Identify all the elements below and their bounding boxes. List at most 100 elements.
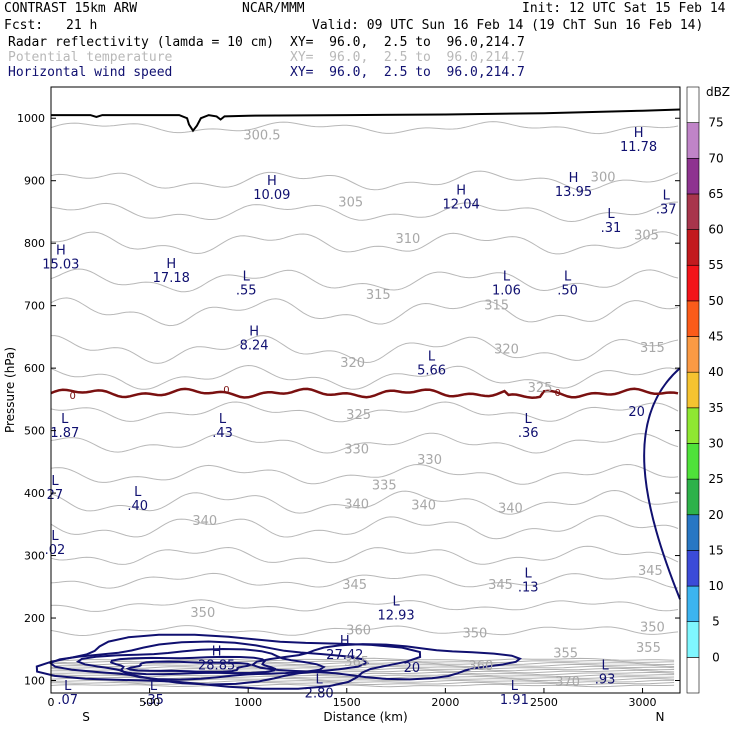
wind-extremum-value: 12.04 [443, 197, 480, 212]
fcst-label: Fcst: [4, 18, 44, 33]
theta-isentrope [50, 625, 679, 637]
wind-extremum-value: 10.09 [253, 188, 290, 203]
y-tick-label: 900 [24, 175, 45, 188]
wind-extremum-type: H [456, 183, 466, 198]
theta-contour-label: 360 [346, 624, 371, 639]
wind-extremum-value: .02 [45, 543, 66, 558]
theta-contour-label: 345 [638, 564, 663, 579]
theta-isentrope [50, 572, 679, 589]
wind-extremum-type: H [340, 634, 350, 649]
wind-extremum-value: .13 [518, 580, 539, 595]
theta-isentrope [50, 201, 678, 223]
colorbar-level-label: 75 [708, 116, 723, 130]
y-tick-label: 500 [24, 425, 45, 438]
wind-extremum-type: H [249, 325, 259, 340]
wind-extremum-type: L [150, 679, 158, 694]
wind-extremum-type: L [51, 529, 59, 544]
wind-extremum-type: L [392, 595, 400, 610]
wind-extremum-value: 28.85 [198, 659, 235, 674]
theta-isentrope [50, 121, 679, 135]
field-name-reflectivity: Radar reflectivity (lamda = 10 cm) [8, 35, 275, 50]
x-tick-label: 1500 [333, 696, 361, 709]
wind-contour-label: 0 [70, 391, 76, 402]
colorbar-level-label: 20 [708, 508, 723, 522]
wind-extremum-value: 17.18 [153, 271, 190, 286]
plot-frame [50, 86, 681, 694]
theta-contour-layer [50, 121, 679, 688]
colorbar-level-label: 65 [708, 187, 723, 201]
colorbar-level-label: 25 [708, 472, 723, 486]
north-label: N [656, 710, 665, 724]
colorbar-swatch [686, 264, 700, 302]
wind-extremum-value: .31 [601, 221, 622, 236]
theta-isentrope-upper [51, 681, 675, 686]
y-tick-label: 700 [24, 300, 45, 313]
wind-contour-label: 20 [404, 661, 421, 676]
theta-isentrope-upper [50, 679, 675, 684]
wind-contour-label: 20 [628, 405, 645, 420]
init-time: Init: 12 UTC Sat 15 Feb 14 [522, 1, 726, 16]
colorbar-swatch [686, 585, 700, 623]
colorbar: 0 5 10 15 20 25 30 35 40 45 50 55 60 65 70 75 dBZ [686, 85, 730, 694]
wind-extremum-type: L [525, 412, 533, 427]
colorbar-swatch [686, 86, 700, 123]
wind-extremum-type: L [51, 474, 59, 489]
theta-isentrope-upper [50, 661, 675, 666]
wind-extremum-value: .35 [143, 693, 164, 708]
terrain-layer [51, 108, 681, 133]
wind-extremum-type: L [564, 270, 572, 285]
colorbar-swatch [686, 157, 700, 195]
x-axis-label: Distance (km) [323, 710, 407, 724]
colorbar-swatch [686, 657, 700, 694]
wind-extremum-value: .93 [595, 672, 616, 687]
theta-contour-label: 325 [528, 381, 553, 396]
colorbar-swatch [686, 229, 700, 266]
wind-extremum-value: 27 [47, 488, 64, 503]
wind-extremum-value: 1.91 [500, 693, 529, 708]
colorbar-unit: dBZ [706, 85, 730, 99]
y-axis-label: Pressure (hPa) [3, 347, 17, 433]
wind-extremum-type: H [569, 171, 579, 186]
y-tick-label: 100 [24, 675, 45, 688]
colorbar-swatch [686, 478, 700, 516]
wind-extremum-type: L [503, 270, 511, 285]
colorbar-swatch [686, 371, 700, 409]
wind-extremum-type: L [316, 673, 324, 688]
field-xy-theta: XY= 96.0, 2.5 to 96.0,214.7 [290, 50, 525, 65]
wind-extremum-value: .40 [127, 499, 148, 514]
wind-extremum-type: L [428, 350, 436, 365]
y-tick-label: 300 [24, 550, 45, 563]
wind-jet-contour [109, 655, 277, 676]
colorbar-swatch [686, 550, 700, 587]
wind-extremum-value: .37 [656, 202, 677, 217]
theta-isentrope [50, 489, 679, 515]
wind-extremum-type: H [634, 126, 644, 141]
theta-isentrope [50, 170, 679, 192]
wind-extremum-value: 2.80 [305, 687, 334, 702]
theta-contour-label: 345 [342, 578, 367, 593]
theta-contour-label: 320 [340, 356, 365, 371]
theta-contour-label: 365 [344, 655, 369, 670]
wind-extremum-type: L [601, 658, 609, 673]
y-tick-label: 800 [24, 237, 45, 250]
theta-isentrope [51, 335, 679, 364]
wind-extremum-value: .55 [236, 284, 257, 299]
wind-extremum-value: 1.87 [50, 426, 79, 441]
wind-extremum-value: .07 [57, 693, 78, 708]
field-xy-wind: XY= 96.0, 2.5 to 96.0,214.7 [290, 65, 525, 80]
wind-extremum-value: 13.95 [555, 185, 592, 200]
wind-extremum-type: L [663, 188, 671, 203]
valid-time: Valid: 09 UTC Sun 16 Feb 14 (19 ChT Sun … [312, 18, 704, 33]
x-tick-label: 500 [139, 696, 160, 709]
wind-extremum-value: 27.42 [326, 648, 363, 663]
theta-contour-label: 325 [346, 408, 371, 423]
theta-contour-label: 305 [634, 229, 659, 244]
colorbar-level-label: 0 [712, 650, 720, 664]
wind-extremum-value: 1.06 [492, 284, 521, 299]
theta-contour-label: 370 [555, 675, 580, 690]
colorbar-swatch [686, 300, 700, 337]
wind-extremum-type: H [212, 645, 222, 660]
wind-extremum-type: L [64, 679, 72, 694]
x-tick-label: 2500 [530, 696, 558, 709]
